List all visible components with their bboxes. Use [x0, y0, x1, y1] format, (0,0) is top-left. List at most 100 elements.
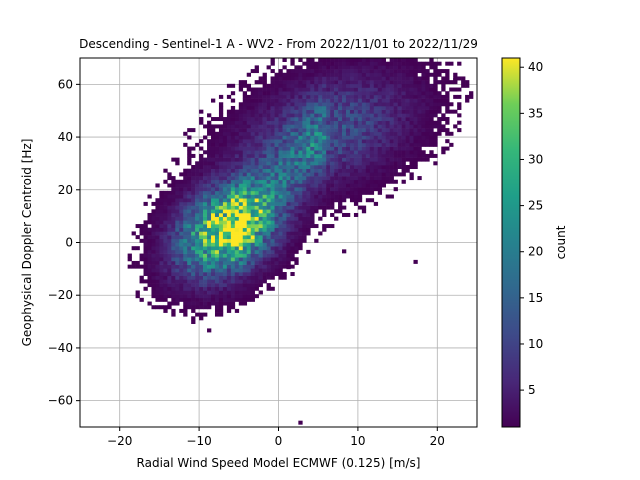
heatmap-cell	[175, 260, 180, 265]
heatmap-cell	[389, 176, 394, 181]
heatmap-cell	[195, 209, 200, 214]
heatmap-cell	[135, 235, 140, 240]
heatmap-cell	[207, 286, 212, 291]
heatmap-cell	[298, 153, 303, 158]
heatmap-cell	[187, 242, 192, 247]
heatmap-cell	[214, 305, 220, 310]
heatmap-cell	[183, 242, 188, 247]
heatmap-cell	[361, 65, 367, 70]
heatmap-cell	[306, 209, 311, 214]
heatmap-cell	[211, 253, 216, 258]
heatmap-cell	[246, 117, 252, 122]
heatmap-cell	[179, 238, 184, 243]
heatmap-cell	[222, 135, 228, 140]
heatmap-cell	[199, 253, 204, 258]
heatmap-cell	[151, 264, 156, 269]
heatmap-cell	[266, 139, 271, 144]
heatmap-cell	[334, 72, 339, 77]
heatmap-cell	[246, 212, 252, 217]
heatmap-cell	[222, 294, 228, 299]
heatmap-cell	[254, 198, 259, 203]
heatmap-cell	[457, 94, 462, 99]
heatmap-cell	[207, 161, 212, 166]
heatmap-cell	[163, 264, 168, 269]
heatmap-cell	[183, 294, 188, 299]
heatmap-cell	[349, 139, 355, 144]
heatmap-cell	[143, 257, 148, 262]
heatmap-cell	[230, 179, 236, 184]
heatmap-cell	[445, 146, 450, 151]
heatmap-cell	[290, 272, 295, 277]
heatmap-cell	[365, 65, 371, 70]
heatmap-cell	[286, 224, 291, 229]
heatmap-cell	[306, 231, 311, 236]
heatmap-cell	[234, 161, 240, 166]
heatmap-cell	[254, 216, 259, 221]
heatmap-cell	[294, 135, 299, 140]
heatmap-cell	[171, 194, 176, 199]
heatmap-cell	[207, 283, 212, 288]
heatmap-cell	[163, 216, 168, 221]
heatmap-cell	[179, 260, 184, 265]
heatmap-cell	[365, 161, 371, 166]
heatmap-cell	[270, 216, 275, 221]
heatmap-cell	[353, 153, 359, 158]
heatmap-cell	[322, 61, 327, 66]
heatmap-cell	[250, 246, 255, 251]
heatmap-cell	[393, 157, 398, 162]
heatmap-cell	[242, 260, 248, 265]
heatmap-cell	[230, 128, 236, 133]
heatmap-cell	[330, 131, 335, 136]
heatmap-cell	[397, 157, 402, 162]
heatmap-cell	[306, 168, 311, 173]
heatmap-cell	[222, 146, 228, 151]
heatmap-cell	[238, 294, 244, 299]
heatmap-cell	[203, 150, 208, 155]
heatmap-cell	[338, 172, 343, 177]
heatmap-cell	[314, 150, 319, 155]
heatmap-cell	[425, 153, 430, 158]
heatmap-cell	[159, 231, 164, 236]
heatmap-cell	[183, 272, 188, 277]
heatmap-cell	[377, 83, 383, 88]
heatmap-cell	[437, 128, 442, 133]
heatmap-cell	[314, 205, 319, 210]
heatmap-cell	[230, 109, 236, 114]
heatmap-cell	[413, 65, 418, 70]
heatmap-cell	[361, 168, 367, 173]
heatmap-cell	[226, 220, 232, 225]
heatmap-cell	[286, 83, 291, 88]
heatmap-cell	[254, 264, 259, 269]
heatmap-cell	[246, 94, 252, 99]
heatmap-cell	[294, 183, 299, 188]
heatmap-cell	[207, 168, 212, 173]
heatmap-cell	[401, 146, 406, 151]
heatmap-cell	[270, 190, 275, 195]
heatmap-cell	[357, 153, 363, 158]
heatmap-cell	[143, 246, 148, 251]
heatmap-cell	[222, 201, 228, 206]
heatmap-cell	[214, 224, 220, 229]
heatmap-cell	[226, 165, 232, 169]
heatmap-cell	[262, 98, 267, 103]
heatmap-cell	[310, 91, 315, 96]
heatmap-cell	[413, 80, 418, 85]
heatmap-cell	[238, 165, 244, 169]
heatmap-cell	[270, 161, 275, 166]
heatmap-cell	[433, 87, 438, 92]
heatmap-cell	[286, 80, 291, 85]
heatmap-cell	[246, 257, 252, 262]
heatmap-cell	[278, 113, 283, 118]
heatmap-cell	[314, 80, 319, 85]
heatmap-cell	[353, 58, 359, 62]
heatmap-cell	[207, 328, 212, 333]
heatmap-cell	[338, 209, 343, 214]
heatmap-cell	[278, 128, 283, 133]
heatmap-cell	[266, 172, 271, 177]
heatmap-cell	[349, 168, 355, 173]
heatmap-cell	[226, 242, 232, 247]
heatmap-cell	[282, 260, 287, 265]
heatmap-cell	[310, 194, 315, 199]
heatmap-cell	[334, 131, 339, 136]
heatmap-cell	[163, 290, 168, 295]
